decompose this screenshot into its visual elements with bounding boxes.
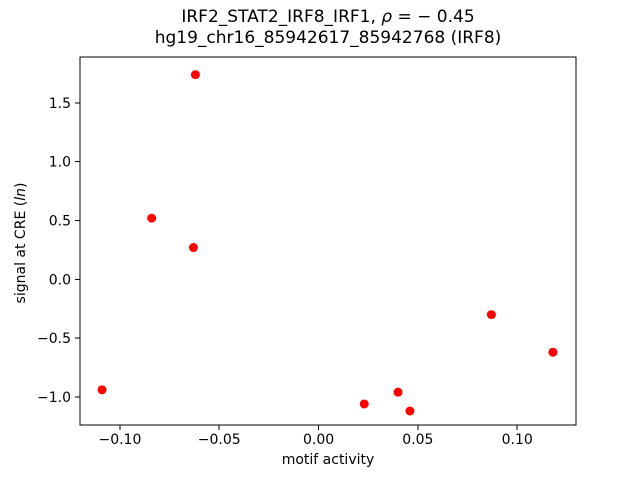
x-tick-label: 0.05 — [402, 432, 433, 448]
y-axis-label: signal at CRE (ln) — [13, 183, 29, 304]
data-point — [486, 310, 496, 320]
rho-symbol: ρ — [381, 7, 393, 27]
title-text-prefix: IRF2_STAT2_IRF8_IRF1, — [181, 7, 382, 27]
plot-title-line2: hg19_chr16_85942617_85942768 (IRF8) — [154, 28, 502, 48]
data-point — [147, 213, 157, 223]
x-axis-label: motif activity — [281, 452, 375, 468]
title-correlation-value: = − 0.45 — [392, 7, 475, 27]
y-axis-label-prefix: signal at CRE ( — [13, 200, 29, 304]
data-point — [188, 243, 198, 253]
y-tick-label: 0.0 — [49, 272, 71, 288]
y-tick-label: 1.5 — [49, 96, 71, 112]
y-tick-label: −1.0 — [37, 390, 71, 406]
data-point — [405, 406, 415, 416]
plot-title: IRF2_STAT2_IRF8_IRF1, ρ = − 0.45 hg19_ch… — [80, 7, 576, 49]
y-axis-label-suffix: ) — [13, 182, 29, 189]
axes-frame — [79, 56, 577, 426]
data-point — [190, 70, 200, 80]
y-tick-label: −0.5 — [37, 331, 71, 347]
x-tick-label: 0.00 — [303, 432, 334, 448]
plot-title-line1: IRF2_STAT2_IRF8_IRF1, ρ = − 0.45 — [80, 7, 576, 28]
x-tick-label: −0.05 — [198, 432, 241, 448]
data-point — [359, 399, 369, 409]
data-point — [97, 385, 107, 395]
x-tick-label: −0.10 — [98, 432, 141, 448]
y-tick-label: 1.0 — [49, 155, 71, 171]
x-tick-label: 0.10 — [502, 432, 533, 448]
data-point — [393, 387, 403, 397]
y-axis-label-ln: ln — [13, 188, 29, 201]
data-point — [548, 347, 558, 357]
y-tick-label: 0.5 — [49, 213, 71, 229]
